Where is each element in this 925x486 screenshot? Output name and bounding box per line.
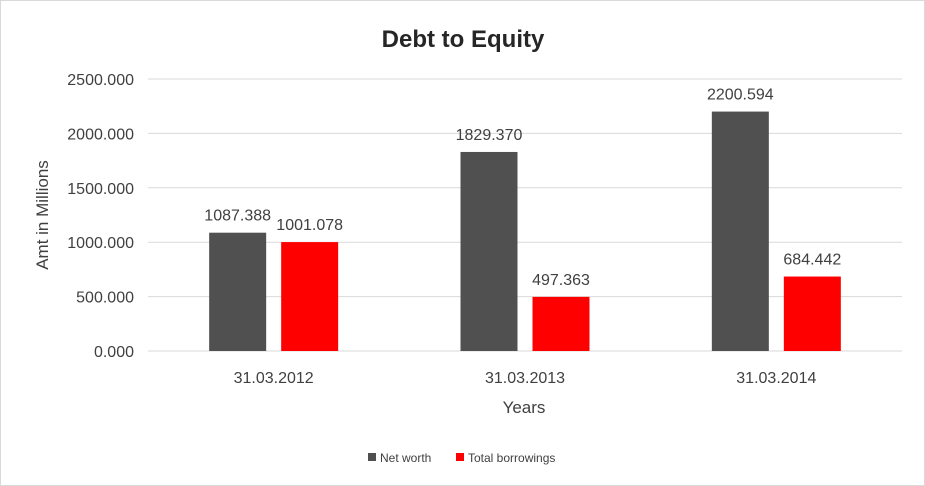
bars <box>209 111 841 351</box>
x-tick-label: 31.03.2012 <box>234 370 314 387</box>
data-label: 684.442 <box>783 252 841 269</box>
data-label: 1829.370 <box>456 127 523 144</box>
y-tick-label: 0.000 <box>94 344 134 361</box>
legend-swatch <box>368 453 376 461</box>
data-label: 2200.594 <box>707 87 774 104</box>
x-tick-label: 31.03.2014 <box>736 370 816 387</box>
bar <box>783 276 841 351</box>
y-tick-label: 500.000 <box>76 290 134 307</box>
x-axis-label: Years <box>503 398 546 417</box>
bar <box>460 151 518 351</box>
legend-label: Net worth <box>380 451 431 465</box>
data-label: 497.363 <box>532 272 590 289</box>
y-axis-label: Amt in Millions <box>33 160 52 270</box>
data-labels: 1087.388 1001.078 1829.370 497.363 2200.594 6… <box>204 87 841 289</box>
legend: Net worth Total borrowings <box>368 451 555 465</box>
bar <box>281 242 339 351</box>
data-label: 1001.078 <box>276 217 343 234</box>
y-axis-ticks: 0.000 500.000 1000.000 1500.000 2000.000 2500… <box>67 72 134 361</box>
bar <box>532 296 590 351</box>
y-tick-label: 1000.000 <box>67 235 134 252</box>
y-tick-label: 2500.000 <box>67 72 134 89</box>
legend-swatch <box>456 453 464 461</box>
bar <box>711 111 769 351</box>
gridlines <box>148 78 902 352</box>
bar <box>209 232 267 351</box>
x-tick-label: 31.03.2013 <box>485 370 565 387</box>
chart-title: Debt to Equity <box>382 26 545 53</box>
data-label: 1087.388 <box>204 208 271 225</box>
x-axis-ticks: 31.03.2012 31.03.2013 31.03.2014 <box>234 370 817 387</box>
y-tick-label: 2000.000 <box>67 126 134 143</box>
legend-label: Total borrowings <box>468 451 555 465</box>
y-tick-label: 1500.000 <box>67 181 134 198</box>
